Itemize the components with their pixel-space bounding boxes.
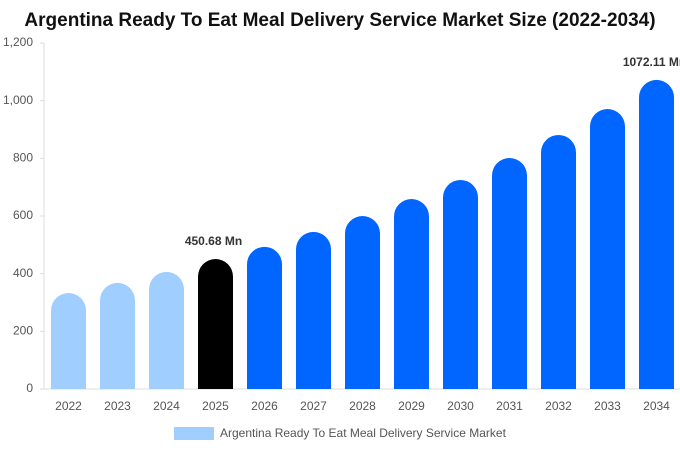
bar (247, 246, 282, 389)
bar (198, 259, 233, 389)
y-tick-label: 600 (13, 208, 33, 222)
y-tick-label: 1,000 (3, 93, 33, 107)
y-tick-label: 1,200 (3, 35, 33, 49)
x-tick-label: 2033 (594, 399, 621, 413)
y-tick-label: 800 (13, 151, 33, 165)
bar (394, 198, 429, 389)
x-tick-label: 2031 (496, 399, 523, 413)
x-tick-label: 2029 (398, 399, 425, 413)
x-tick-label: 2034 (643, 399, 670, 413)
x-tick-label: 2024 (153, 399, 180, 413)
legend-label: Argentina Ready To Eat Meal Delivery Ser… (220, 426, 507, 440)
x-tick-label: 2030 (447, 399, 474, 413)
x-tick-label: 2027 (300, 399, 327, 413)
bar (100, 282, 135, 389)
x-tick-label: 2028 (349, 399, 376, 413)
bar (149, 271, 184, 389)
legend-swatch (174, 427, 214, 440)
value-label: 1072.11 Mn (623, 55, 680, 69)
chart-title: Argentina Ready To Eat Meal Delivery Ser… (24, 10, 655, 31)
bar (443, 179, 478, 389)
y-tick-label: 0 (26, 381, 33, 395)
y-tick-label: 200 (13, 324, 33, 338)
x-tick-label: 2026 (251, 399, 278, 413)
x-tick-label: 2025 (202, 399, 229, 413)
bar (590, 109, 625, 390)
bar (345, 216, 380, 389)
bar (492, 158, 527, 389)
x-tick-label: 2032 (545, 399, 572, 413)
bar (639, 79, 674, 390)
x-tick-label: 2023 (104, 399, 131, 413)
bar (541, 134, 576, 389)
y-tick-label: 400 (13, 266, 33, 280)
bar (296, 231, 331, 389)
value-label: 450.68 Mn (185, 234, 242, 248)
bar (51, 292, 86, 389)
x-tick-label: 2022 (55, 399, 82, 413)
